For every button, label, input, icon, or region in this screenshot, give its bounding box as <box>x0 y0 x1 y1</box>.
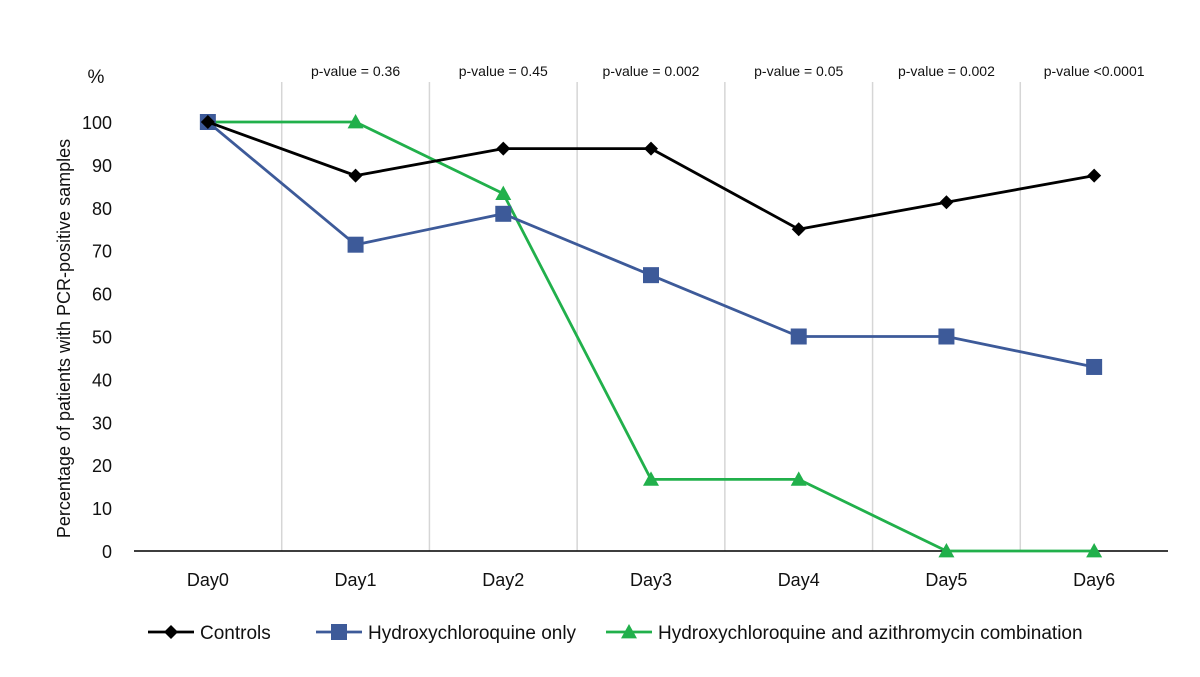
y-tick-label: 0 <box>102 542 112 562</box>
data-point <box>938 328 955 345</box>
legend-label: Hydroxychloroquine only <box>368 623 577 644</box>
p-value-annotation: p-value = 0.002 <box>898 63 995 79</box>
x-tick-label: Day0 <box>187 570 229 590</box>
y-tick-label: 50 <box>92 328 112 348</box>
series-line <box>206 120 1095 369</box>
data-point <box>496 141 511 156</box>
y-tick-label: 80 <box>92 199 112 219</box>
data-point <box>643 267 659 284</box>
x-tick-label: Day6 <box>1073 570 1115 590</box>
x-tick-label: Day5 <box>925 570 967 590</box>
data-point <box>495 205 512 222</box>
series-line <box>207 120 1095 553</box>
legend-marker <box>164 625 178 639</box>
legend-label: Controls <box>200 623 271 644</box>
grid-layer <box>280 82 1022 551</box>
data-point <box>495 185 512 201</box>
data-point <box>1086 543 1103 558</box>
series-square <box>199 114 1103 375</box>
data-point <box>790 328 807 345</box>
data-point <box>790 471 807 486</box>
data-point <box>347 114 364 129</box>
legend: Controls Hydroxychloroquine only Hydroxych… <box>148 623 1083 644</box>
y-tick-label: 40 <box>92 370 112 390</box>
legend-marker <box>331 624 347 640</box>
series-layer <box>199 114 1103 558</box>
data-point <box>939 195 954 210</box>
data-point <box>938 543 955 558</box>
p-value-annotation: p-value = 0.36 <box>311 63 400 79</box>
x-tick-label: Day1 <box>335 570 377 590</box>
data-point <box>1087 168 1102 183</box>
series-triangle <box>199 114 1103 558</box>
y-unit-label: % <box>88 67 105 88</box>
y-tick-label: 90 <box>92 156 112 176</box>
series-diamond <box>200 115 1102 237</box>
p-value-annotation: p-value = 0.45 <box>459 63 548 79</box>
y-axis-title: Percentage of patients with PCR-positive… <box>54 139 74 538</box>
data-point <box>791 222 806 237</box>
data-point <box>347 236 364 253</box>
data-point <box>200 115 215 129</box>
y-tick-label: 10 <box>92 499 112 519</box>
p-value-annotation: p-value = 0.002 <box>603 63 700 79</box>
legend-marker <box>621 624 637 639</box>
x-tick-label: Day2 <box>482 570 524 590</box>
data-point <box>643 471 659 486</box>
data-point <box>1086 358 1103 375</box>
y-tick-label: 20 <box>92 456 112 476</box>
label-layer: 0 10 20 30 40 50 60 70 80 90 100% Percentage of pat… <box>54 63 1145 590</box>
x-tick-label: Day3 <box>630 570 672 590</box>
y-tick-label: 70 <box>92 242 112 262</box>
x-tick-label: Day4 <box>778 570 820 590</box>
data-point <box>644 141 658 156</box>
y-tick-label: 100 <box>82 113 112 133</box>
p-value-annotation: p-value <0.0001 <box>1044 63 1145 79</box>
y-tick-label: 30 <box>92 413 112 433</box>
p-value-annotation: p-value = 0.05 <box>754 63 843 79</box>
series-line <box>207 120 1095 231</box>
legend-label: Hydroxychloroquine and azithromycin comb… <box>658 623 1083 644</box>
data-point <box>348 168 363 183</box>
y-tick-label: 60 <box>92 285 112 305</box>
